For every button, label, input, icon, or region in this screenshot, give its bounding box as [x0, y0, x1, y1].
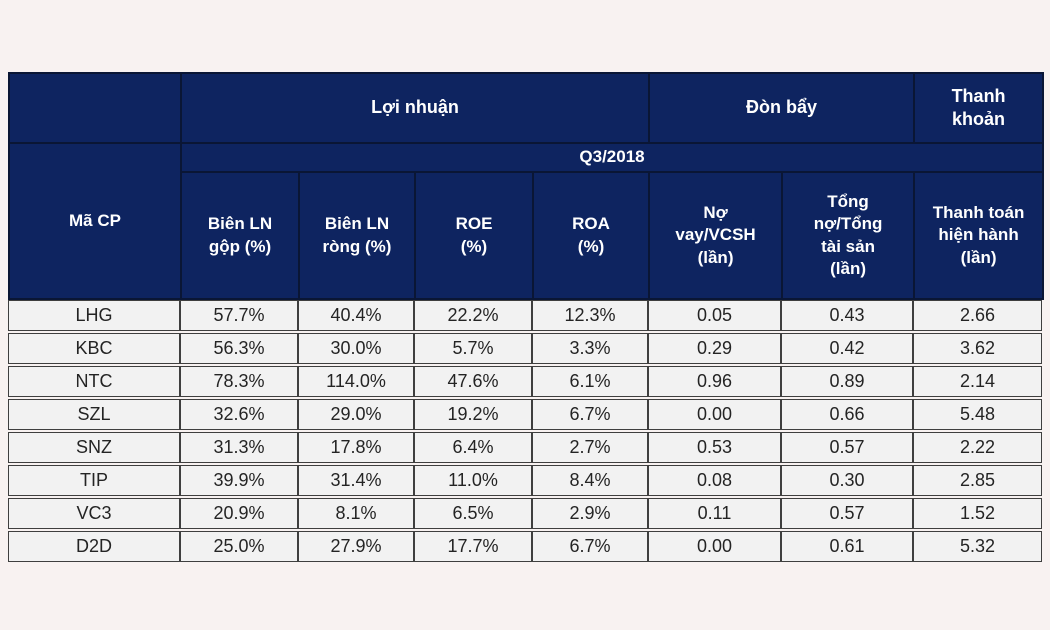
data-cell: 25.0% — [180, 531, 298, 562]
data-cell: 0.89 — [781, 366, 913, 397]
data-cell: 0.29 — [648, 333, 781, 364]
data-cell: 11.0% — [414, 465, 532, 496]
data-cell: 0.66 — [781, 399, 913, 430]
data-cell: 2.7% — [532, 432, 648, 463]
data-cell: 78.3% — [180, 366, 298, 397]
header-cell-stock-code: Mã CP — [8, 142, 182, 300]
data-cell: 31.4% — [298, 465, 414, 496]
table-row-d2d: D2D 25.0% 27.9% 17.7% 6.7% 0.00 0.61 5.3… — [8, 531, 1042, 562]
stock-code-cell: D2D — [8, 531, 180, 562]
data-cell: 0.61 — [781, 531, 913, 562]
group-header-liquidity: Thanh khoản — [913, 72, 1045, 144]
data-cell: 20.9% — [180, 498, 298, 529]
header-cell-debt-to-equity: Nợ vay/VCSH (lần) — [648, 171, 784, 300]
header-cell-roe: ROE (%) — [414, 171, 534, 300]
table-row-snz: SNZ 31.3% 17.8% 6.4% 2.7% 0.53 0.57 2.22 — [8, 432, 1042, 463]
table-row-lhg: LHG 57.7% 40.4% 22.2% 12.3% 0.05 0.43 2.… — [8, 300, 1042, 331]
data-cell: 5.7% — [414, 333, 532, 364]
stock-code-cell: SNZ — [8, 432, 180, 463]
data-cell: 0.11 — [648, 498, 781, 529]
data-cell: 0.96 — [648, 366, 781, 397]
data-cell: 39.9% — [180, 465, 298, 496]
data-cell: 0.08 — [648, 465, 781, 496]
data-cell: 6.7% — [532, 399, 648, 430]
table-row-kbc: KBC 56.3% 30.0% 5.7% 3.3% 0.29 0.42 3.62 — [8, 333, 1042, 364]
table-row-ntc: NTC 78.3% 114.0% 47.6% 6.1% 0.96 0.89 2.… — [8, 366, 1042, 397]
data-cell: 30.0% — [298, 333, 414, 364]
data-cell: 0.43 — [781, 300, 913, 331]
table-row-tip: TIP 39.9% 31.4% 11.0% 8.4% 0.08 0.30 2.8… — [8, 465, 1042, 496]
data-cell: 31.3% — [180, 432, 298, 463]
data-cell: 114.0% — [298, 366, 414, 397]
header-cell-roa: ROA (%) — [531, 171, 651, 300]
data-cell: 56.3% — [180, 333, 298, 364]
data-cell: 6.5% — [414, 498, 532, 529]
table-body: LHG 57.7% 40.4% 22.2% 12.3% 0.05 0.43 2.… — [8, 298, 1042, 564]
data-cell: 27.9% — [298, 531, 414, 562]
data-cell: 8.1% — [298, 498, 414, 529]
data-cell: 22.2% — [414, 300, 532, 331]
stock-code-cell: SZL — [8, 399, 180, 430]
financial-ratios-table: Lợi nhuận Đòn bẩy Thanh khoản Mã CP Q3/2… — [8, 72, 1045, 564]
data-cell: 3.62 — [913, 333, 1042, 364]
header-cell-net-margin: Biên LN ròng (%) — [298, 171, 416, 300]
data-cell: 12.3% — [532, 300, 648, 331]
data-cell: 8.4% — [532, 465, 648, 496]
header-cell-debt-to-assets: Tổng nợ/Tổng tài sản (lần) — [781, 171, 916, 300]
data-cell: 6.7% — [532, 531, 648, 562]
data-cell: 2.85 — [913, 465, 1042, 496]
data-cell: 17.8% — [298, 432, 414, 463]
corner-cell — [8, 72, 182, 144]
stock-code-cell: VC3 — [8, 498, 180, 529]
data-cell: 6.4% — [414, 432, 532, 463]
data-cell: 32.6% — [180, 399, 298, 430]
stock-code-cell: NTC — [8, 366, 180, 397]
data-cell: 0.57 — [781, 432, 913, 463]
stock-code-cell: KBC — [8, 333, 180, 364]
data-cell: 57.7% — [180, 300, 298, 331]
header-cell-gross-margin: Biên LN gộp (%) — [180, 171, 300, 300]
group-header-leverage: Đòn bẩy — [648, 72, 916, 144]
table-row-szl: SZL 32.6% 29.0% 19.2% 6.7% 0.00 0.66 5.4… — [8, 399, 1042, 430]
data-cell: 0.00 — [648, 399, 781, 430]
stock-code-cell: TIP — [8, 465, 180, 496]
data-cell: 29.0% — [298, 399, 414, 430]
data-cell: 2.9% — [532, 498, 648, 529]
data-cell: 17.7% — [414, 531, 532, 562]
data-cell: 47.6% — [414, 366, 532, 397]
table-header: Lợi nhuận Đòn bẩy Thanh khoản Mã CP Q3/2… — [8, 72, 1045, 300]
period-header: Q3/2018 — [179, 142, 1045, 173]
data-cell: 6.1% — [532, 366, 648, 397]
table-row-vc3: VC3 20.9% 8.1% 6.5% 2.9% 0.11 0.57 1.52 — [8, 498, 1042, 529]
data-cell: 0.53 — [648, 432, 781, 463]
data-cell: 0.00 — [648, 531, 781, 562]
data-cell: 0.30 — [781, 465, 913, 496]
data-cell: 40.4% — [298, 300, 414, 331]
data-cell: 0.57 — [781, 498, 913, 529]
header-cell-current-ratio: Thanh toán hiện hành (lần) — [913, 171, 1045, 300]
data-cell: 5.32 — [913, 531, 1042, 562]
group-header-profit: Lợi nhuận — [179, 72, 651, 144]
data-cell: 0.42 — [781, 333, 913, 364]
data-cell: 2.14 — [913, 366, 1042, 397]
data-cell: 19.2% — [414, 399, 532, 430]
data-cell: 2.22 — [913, 432, 1042, 463]
stock-code-cell: LHG — [8, 300, 180, 331]
data-cell: 2.66 — [913, 300, 1042, 331]
data-cell: 5.48 — [913, 399, 1042, 430]
data-cell: 0.05 — [648, 300, 781, 331]
data-cell: 3.3% — [532, 333, 648, 364]
data-cell: 1.52 — [913, 498, 1042, 529]
